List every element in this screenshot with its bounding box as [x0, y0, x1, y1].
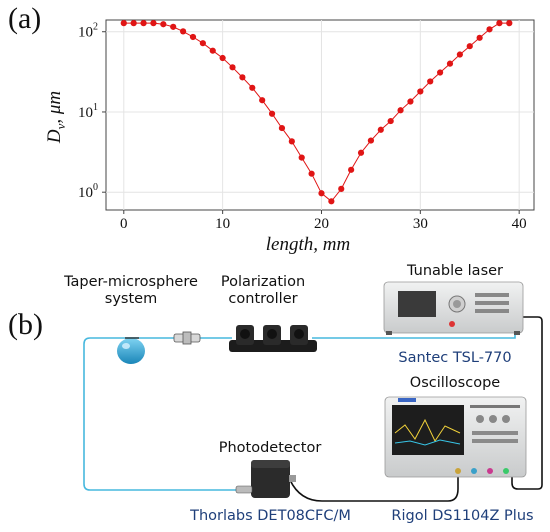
laser-to-oscilloscope-cable — [511, 316, 543, 490]
microsphere-icon — [117, 337, 145, 364]
data-point — [120, 20, 127, 27]
detector-to-oscilloscope-cable — [289, 476, 459, 502]
y-axis-title: Dv, μm — [44, 91, 68, 144]
fiber-connector-icon — [173, 331, 201, 345]
data-point — [456, 51, 463, 58]
data-point — [357, 149, 365, 156]
diameter-chart: 0 10 20 30 40 100 101 102 length, mm Dv, μm — [44, 19, 535, 255]
data-point — [239, 74, 246, 81]
data-point — [229, 64, 236, 71]
y-tick-label: 102 — [78, 22, 98, 41]
oscilloscope-model-label: Rigol DS1104Z Plus — [391, 508, 534, 524]
chart-series — [120, 20, 513, 205]
photodetector-icon — [235, 460, 296, 498]
x-tick-label: 0 — [120, 216, 128, 232]
taper-label-line2: system — [104, 291, 158, 307]
taper-microsphere-label: Taper-microsphere system — [56, 274, 206, 308]
x-tick-label: 20 — [314, 216, 329, 232]
oscilloscope-label: Oscilloscope — [409, 375, 501, 391]
data-point — [278, 124, 286, 132]
tunable-laser-label: Tunable laser — [406, 263, 504, 279]
y-tick-label: 101 — [78, 102, 98, 121]
data-point — [476, 34, 483, 41]
data-point — [298, 154, 305, 161]
data-point — [140, 20, 147, 27]
y-tick-label: 100 — [78, 182, 98, 201]
data-point — [397, 107, 404, 114]
data-point — [249, 84, 256, 91]
photodetector-model-label: Thorlabs DET08CFC/M — [190, 508, 351, 524]
x-axis-title: length, mm — [266, 234, 350, 255]
data-point — [189, 33, 197, 41]
x-ticks: 0 10 20 30 40 — [120, 210, 527, 232]
data-point — [150, 20, 157, 27]
polarization-label-line2: controller — [228, 291, 298, 307]
data-point — [338, 185, 345, 192]
data-point — [486, 26, 493, 33]
data-point — [417, 88, 424, 95]
panel-b-label: (b) — [8, 308, 43, 341]
data-point — [427, 78, 434, 85]
data-point — [130, 20, 137, 27]
panel-a-label: (a) — [8, 2, 42, 35]
plot-frame — [105, 19, 535, 211]
fiber-cable — [83, 337, 250, 491]
oscilloscope-icon — [384, 396, 527, 478]
y-axis-title-sub: v — [53, 123, 68, 129]
y-axis-title-main: D — [44, 129, 65, 144]
polarization-label-line1: Polarization — [220, 274, 306, 290]
data-point — [199, 40, 206, 47]
polarization-controller-label: Polarization controller — [208, 274, 318, 308]
data-point — [387, 117, 394, 125]
photodetector-label: Photodetector — [218, 440, 322, 456]
data-point — [160, 21, 167, 28]
data-point — [506, 20, 513, 27]
setup-diagram — [83, 281, 543, 502]
data-point — [466, 43, 473, 50]
data-point — [288, 138, 295, 145]
data-point — [318, 190, 325, 197]
data-point — [446, 60, 454, 67]
data-point — [328, 198, 335, 205]
y-ticks: 100 101 102 — [78, 22, 106, 201]
data-point — [308, 170, 315, 177]
data-point — [268, 110, 276, 117]
y-axis-title-unit: , μm — [44, 91, 65, 124]
data-point — [209, 47, 216, 54]
taper-label-line1: Taper-microsphere — [64, 274, 198, 290]
tunable-laser-icon — [383, 281, 524, 335]
data-point — [170, 23, 177, 30]
data-point — [367, 137, 375, 144]
x-tick-label: 40 — [512, 216, 527, 232]
laser-model-label: Santec TSL-770 — [398, 350, 512, 366]
data-point — [407, 98, 414, 105]
x-tick-label: 10 — [215, 216, 230, 232]
data-point — [496, 20, 503, 27]
data-point — [219, 54, 226, 62]
data-point — [436, 69, 444, 76]
x-tick-label: 30 — [413, 216, 428, 232]
polarization-controller-icon — [229, 325, 317, 352]
data-point — [377, 126, 384, 133]
data-point — [179, 28, 187, 35]
data-point — [348, 166, 355, 173]
series-line — [123, 22, 510, 203]
data-point — [259, 97, 266, 104]
